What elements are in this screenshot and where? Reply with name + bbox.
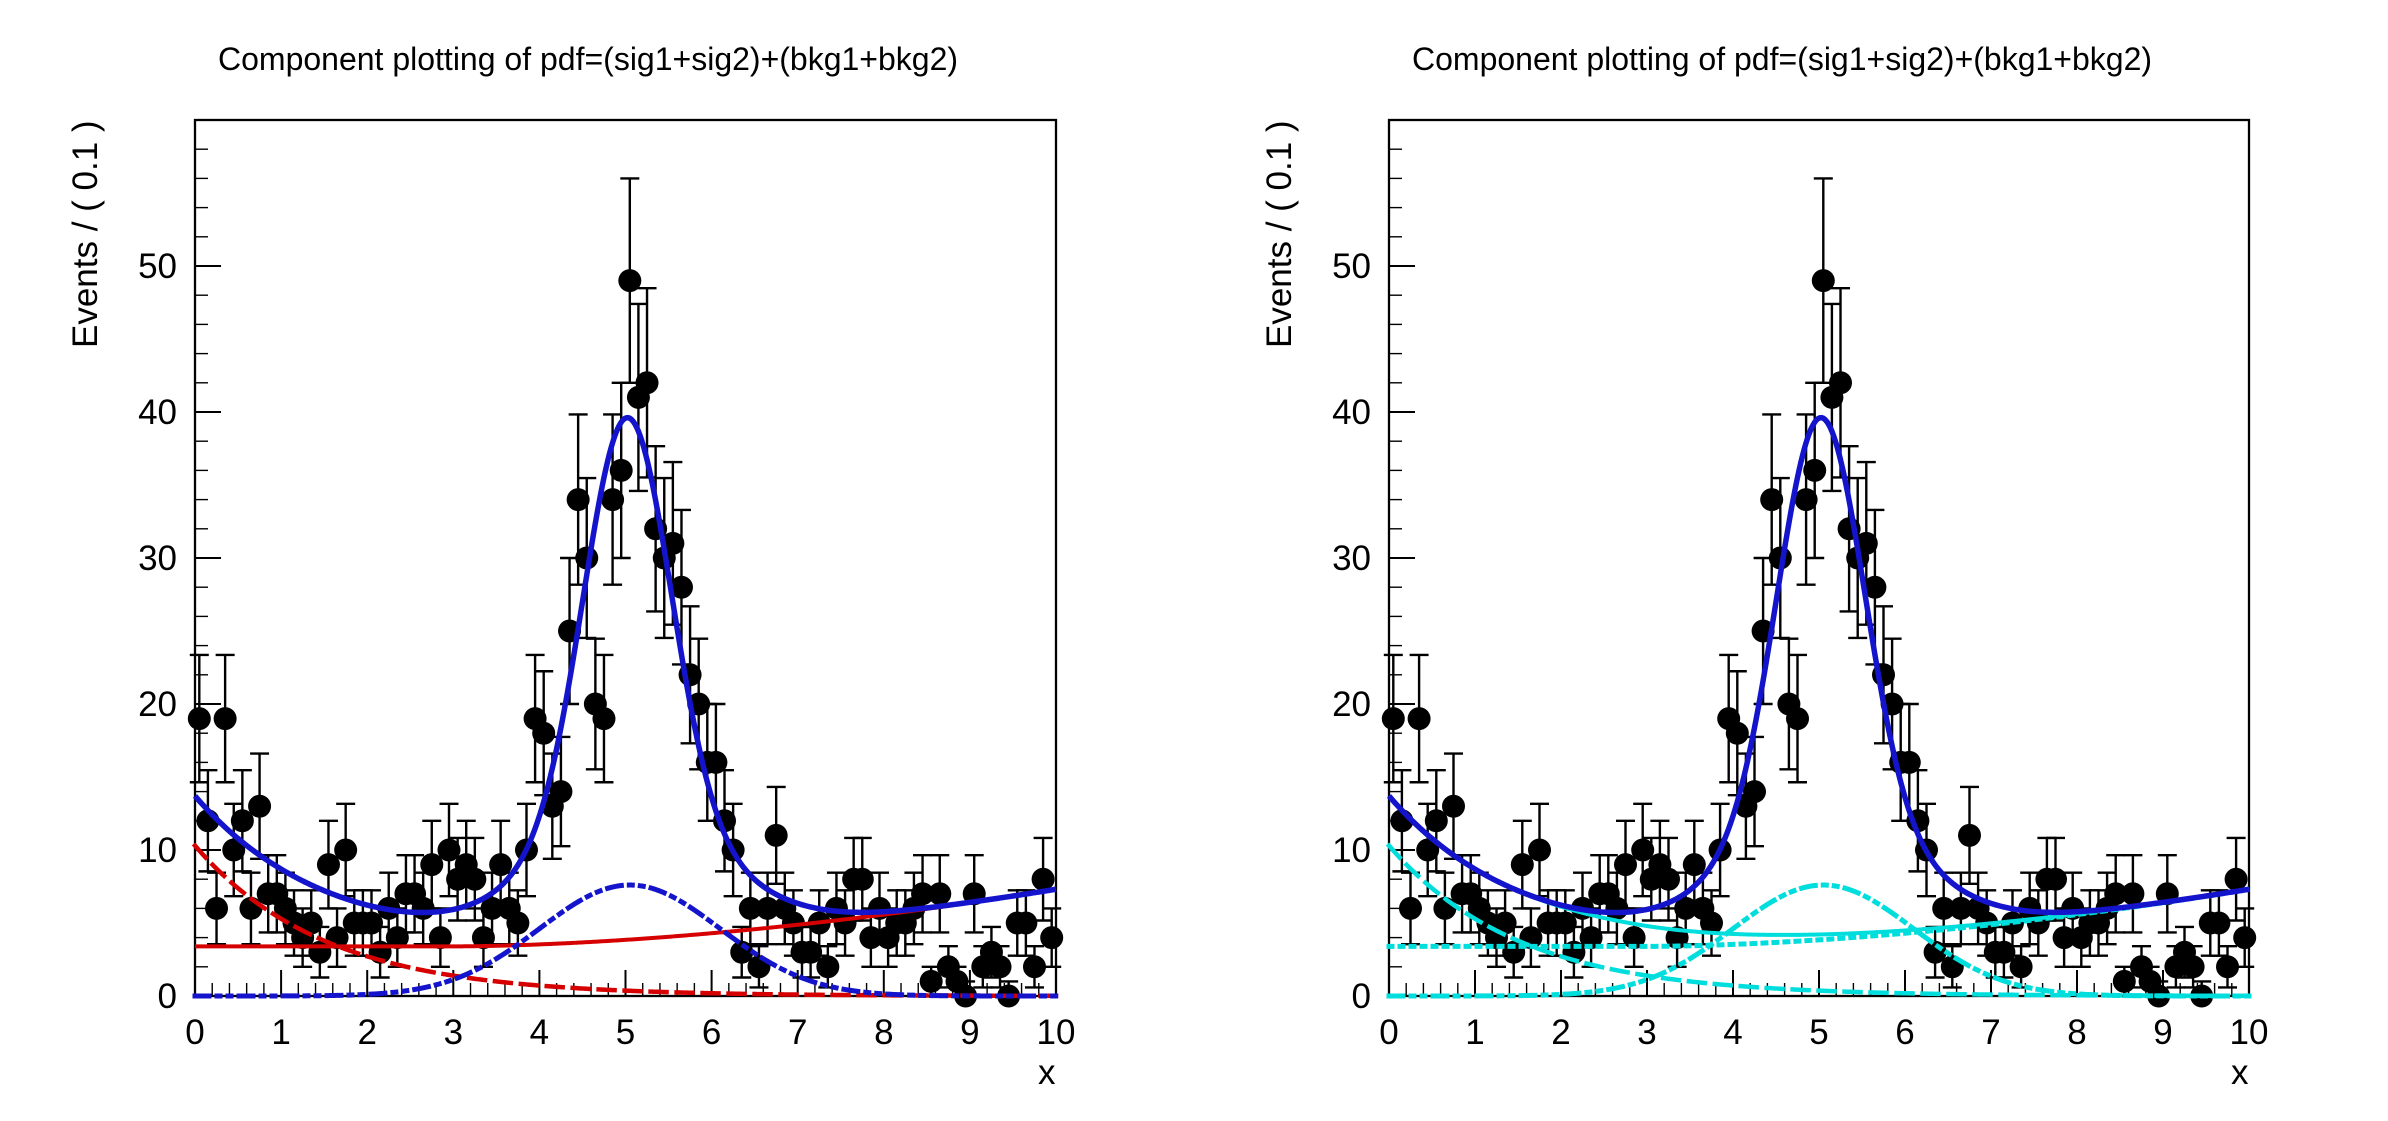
svg-text:x: x — [1038, 1053, 1056, 1092]
svg-text:0: 0 — [1352, 977, 1371, 1016]
svg-text:4: 4 — [1723, 1013, 1742, 1052]
svg-text:Component plotting of pdf=(sig: Component plotting of pdf=(sig1+sig2)+(b… — [1412, 41, 2152, 77]
svg-text:7: 7 — [788, 1013, 807, 1052]
svg-text:0: 0 — [1379, 1013, 1398, 1052]
svg-text:8: 8 — [874, 1013, 893, 1052]
svg-text:50: 50 — [1332, 247, 1371, 286]
svg-text:30: 30 — [138, 539, 177, 578]
svg-text:2: 2 — [357, 1013, 376, 1052]
svg-text:Component plotting of pdf=(sig: Component plotting of pdf=(sig1+sig2)+(b… — [218, 41, 958, 77]
svg-text:50: 50 — [138, 247, 177, 286]
svg-text:2: 2 — [1551, 1013, 1570, 1052]
svg-text:6: 6 — [702, 1013, 721, 1052]
svg-text:40: 40 — [1332, 393, 1371, 432]
svg-text:7: 7 — [1981, 1013, 2000, 1052]
svg-text:9: 9 — [2153, 1013, 2172, 1052]
svg-text:3: 3 — [1637, 1013, 1656, 1052]
svg-text:Events / ( 0.1 ): Events / ( 0.1 ) — [1260, 120, 1299, 348]
svg-text:1: 1 — [1465, 1013, 1484, 1052]
svg-text:10: 10 — [1332, 831, 1371, 870]
svg-text:5: 5 — [616, 1013, 635, 1052]
svg-text:5: 5 — [1809, 1013, 1828, 1052]
svg-text:0: 0 — [185, 1013, 204, 1052]
svg-text:10: 10 — [1037, 1013, 1076, 1052]
svg-text:6: 6 — [1895, 1013, 1914, 1052]
svg-text:20: 20 — [138, 685, 177, 724]
svg-text:x: x — [2231, 1053, 2249, 1092]
svg-text:10: 10 — [2230, 1013, 2269, 1052]
svg-text:4: 4 — [530, 1013, 549, 1052]
svg-text:1: 1 — [271, 1013, 290, 1052]
svg-text:8: 8 — [2067, 1013, 2086, 1052]
svg-text:0: 0 — [158, 977, 177, 1016]
svg-text:30: 30 — [1332, 539, 1371, 578]
svg-text:40: 40 — [138, 393, 177, 432]
svg-text:10: 10 — [138, 831, 177, 870]
svg-text:3: 3 — [444, 1013, 463, 1052]
svg-text:9: 9 — [960, 1013, 979, 1052]
svg-text:Events / ( 0.1 ): Events / ( 0.1 ) — [66, 120, 105, 348]
svg-text:20: 20 — [1332, 685, 1371, 724]
